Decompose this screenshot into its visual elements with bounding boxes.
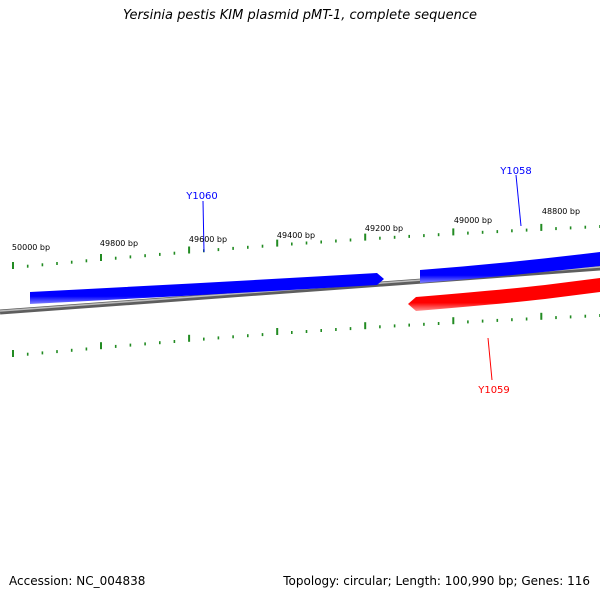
inner-tick-marks (12, 312, 600, 357)
tick-label: 49600 bp (189, 235, 227, 244)
tick-label: 49800 bp (100, 239, 138, 248)
outer-tick-marks (12, 223, 600, 269)
summary-text: Topology: circular; Length: 100,990 bp; … (283, 574, 590, 588)
gene-y1059-arrow[interactable] (408, 278, 600, 311)
tick-label: 48800 bp (542, 207, 580, 216)
length-text: Length: 100,990 bp (395, 574, 514, 588)
gene-y1058-arrow[interactable] (420, 252, 600, 283)
tick-label: 49400 bp (277, 231, 315, 240)
gene-y1058-label[interactable]: Y1058 (499, 166, 532, 177)
tick-label: 49000 bp (454, 216, 492, 225)
accession-text: Accession: NC_004838 (9, 574, 146, 588)
map-title: Yersinia pestis KIM plasmid pMT-1, compl… (122, 8, 478, 23)
gene-count-text: Genes: 116 (521, 574, 590, 588)
gene-y1059-leader (487, 337, 493, 381)
topology-text: Topology: circular (283, 574, 388, 588)
gene-y1059-label[interactable]: Y1059 (477, 385, 510, 396)
tick-label: 49200 bp (365, 224, 403, 233)
tick-label: 50000 bp (12, 243, 50, 252)
gene-y1060-leader (202, 200, 205, 253)
gene-y1058-leader (515, 174, 522, 227)
gene-y1060-label[interactable]: Y1060 (185, 191, 218, 202)
gene-y1060-arrow[interactable] (30, 273, 384, 304)
